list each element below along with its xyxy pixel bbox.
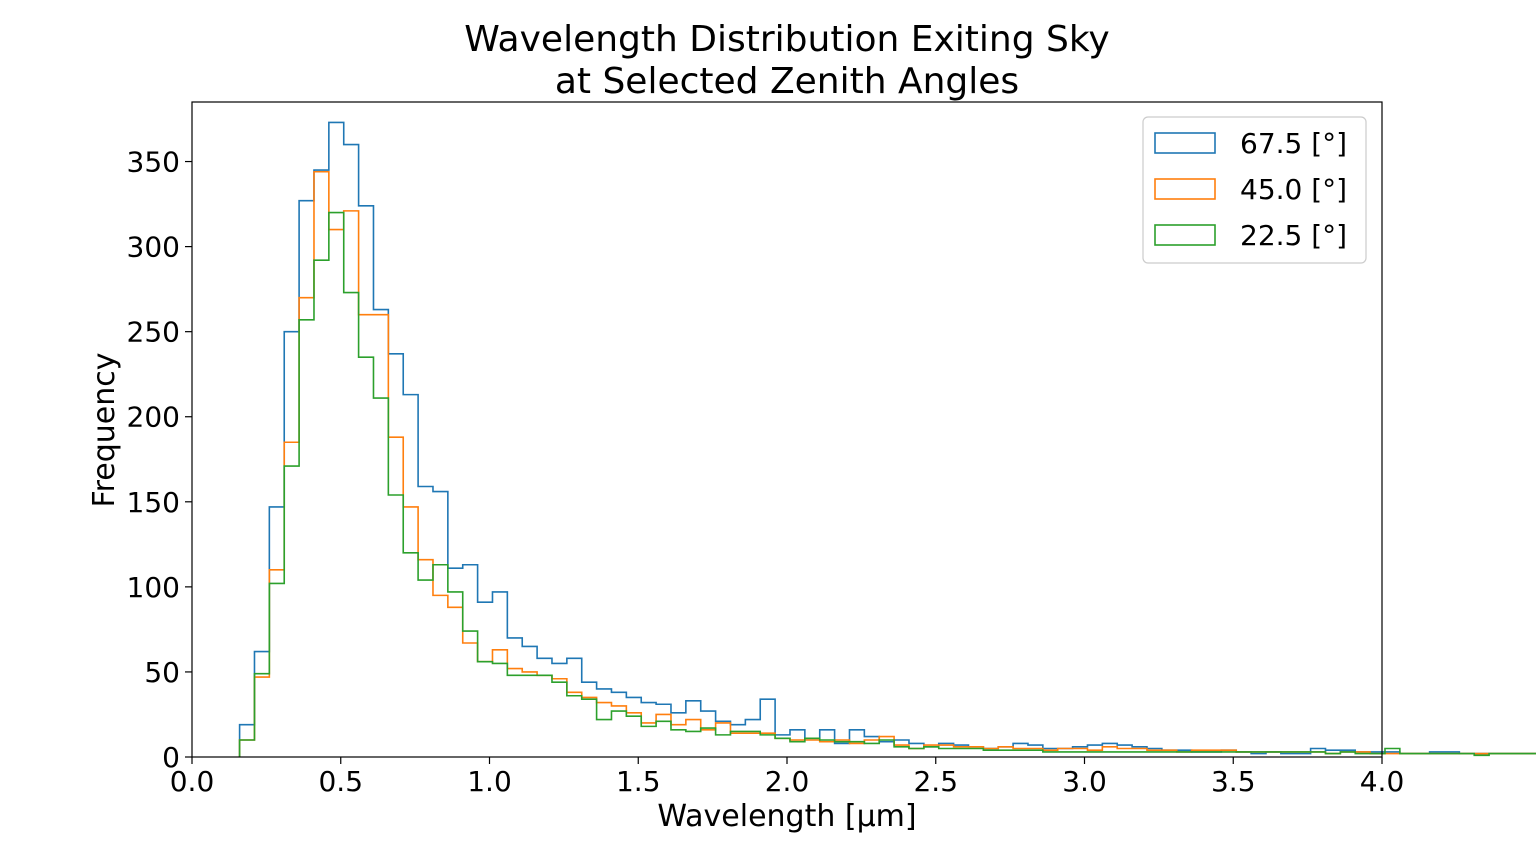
- x-tick-label: 4.0: [1360, 765, 1405, 798]
- legend: 67.5 [°] 45.0 [°] 22.5 [°]: [1142, 116, 1367, 264]
- histogram-series-layer: [238, 121, 1536, 757]
- x-tick-label: 1.5: [616, 765, 661, 798]
- legend-label: 45.0 [°]: [1240, 173, 1347, 206]
- y-axis: 0 50 100 150 200 250 300 350: [127, 146, 192, 774]
- legend-label: 22.5 [°]: [1240, 219, 1347, 252]
- y-tick-label: 50: [144, 656, 180, 689]
- series-2-histogram-step: [238, 211, 1536, 757]
- x-tick-label: 3.5: [1211, 765, 1256, 798]
- legend-swatch: [1154, 224, 1216, 246]
- x-tick-label: 2.0: [765, 765, 810, 798]
- x-axis: 0.0 0.5 1.0 1.5 2.0 2.5 3.0 3.5 4.0: [170, 757, 1405, 798]
- legend-swatch: [1154, 132, 1216, 154]
- y-tick-label: 350: [127, 146, 180, 179]
- y-tick-label: 0: [162, 741, 180, 774]
- y-tick-label: 100: [127, 571, 180, 604]
- legend-label: 67.5 [°]: [1240, 127, 1347, 160]
- x-tick-label: 2.5: [913, 765, 958, 798]
- x-tick-label: 0.0: [170, 765, 215, 798]
- legend-swatch: [1154, 178, 1216, 200]
- chart-title-line-2: at Selected Zenith Angles: [555, 61, 1019, 102]
- chart-title-line-1: Wavelength Distribution Exiting Sky: [464, 19, 1109, 60]
- x-tick-label: 0.5: [318, 765, 363, 798]
- x-axis-label: Wavelength [μm]: [657, 799, 916, 834]
- x-tick-label: 3.0: [1062, 765, 1107, 798]
- y-tick-label: 250: [127, 316, 180, 349]
- y-axis-label: Frequency: [87, 353, 122, 508]
- y-tick-label: 300: [127, 231, 180, 264]
- x-tick-label: 1.0: [467, 765, 512, 798]
- y-tick-label: 150: [127, 486, 180, 519]
- y-tick-label: 200: [127, 401, 180, 434]
